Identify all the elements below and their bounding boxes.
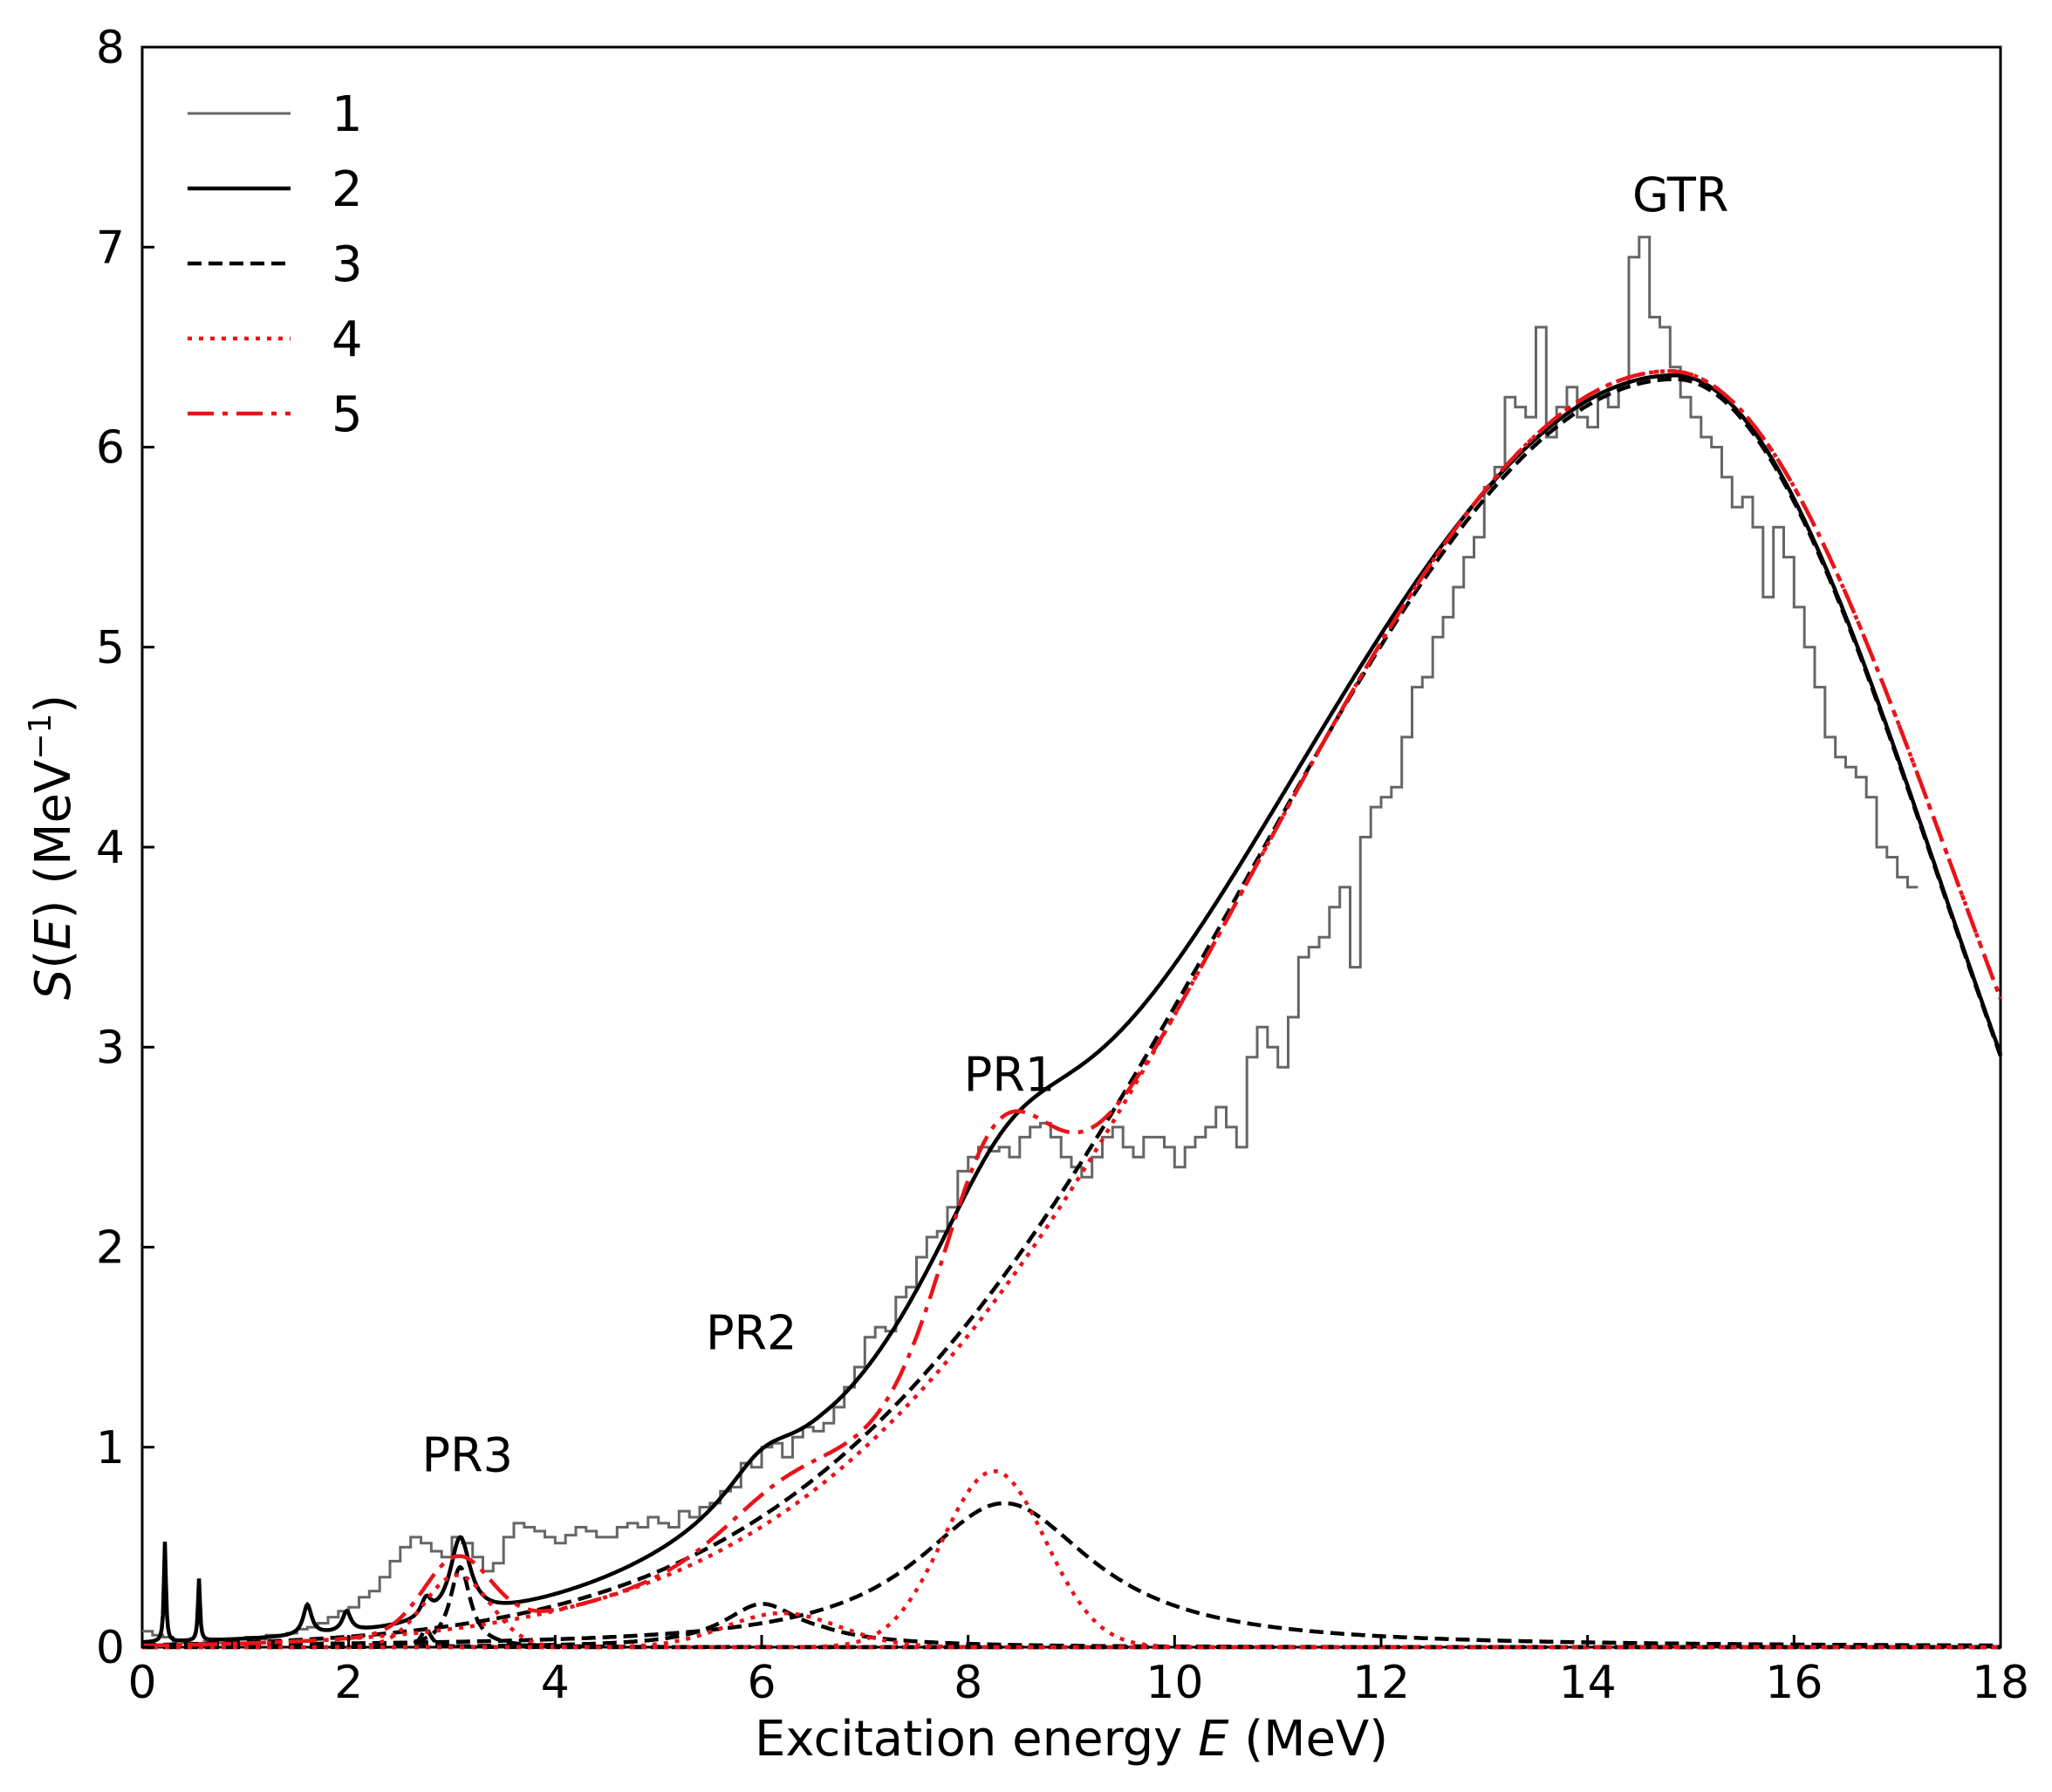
y-tick-label: 4 xyxy=(96,822,125,874)
y-axis: 0 1 2 3 4 5 6 7 8 xyxy=(96,22,154,1674)
x-tick-label: 4 xyxy=(541,1657,570,1709)
annotation-pr1: PR1 xyxy=(964,1048,1055,1103)
annotation-pr3: PR3 xyxy=(422,1427,513,1482)
y-axis-label-unit: ) (MeV xyxy=(25,760,82,920)
annotation-gtr: GTR xyxy=(1632,168,1728,222)
x-tick-label: 12 xyxy=(1352,1657,1410,1709)
series-4-component-3 xyxy=(142,1611,2001,1650)
legend-label-2: 2 xyxy=(332,161,363,218)
series-2-line xyxy=(141,373,2003,1645)
y-axis-label-sup: −1 xyxy=(23,714,58,760)
x-axis-label-var: E xyxy=(1198,1711,1229,1768)
x-tick-label: 6 xyxy=(747,1657,776,1709)
x-axis: 0 2 4 6 8 10 12 14 16 18 xyxy=(127,1635,2029,1709)
y-tick-label: 2 xyxy=(96,1222,125,1275)
y-tick-label: 7 xyxy=(96,222,125,274)
series-1-line xyxy=(142,236,1919,1645)
series-group xyxy=(141,236,2003,1650)
y-tick-label: 5 xyxy=(96,622,125,674)
x-tick-label: 10 xyxy=(1146,1657,1203,1709)
plot-area xyxy=(140,45,2003,1650)
annotation-pr2: PR2 xyxy=(706,1305,797,1360)
x-axis-label-suffix: (MeV) xyxy=(1228,1711,1388,1768)
series-5-line xyxy=(141,369,2003,1648)
annotations: GTR PR1 PR2 PR3 xyxy=(422,168,1729,1482)
y-axis-label-open: ( xyxy=(25,950,82,969)
y-tick-label: 1 xyxy=(96,1422,125,1474)
plot-frame xyxy=(140,45,2002,1649)
series-3-component-2 xyxy=(142,1501,2001,1648)
x-axis-label-prefix: Excitation energy xyxy=(755,1711,1198,1768)
series-4-component-1 xyxy=(141,369,2003,1648)
legend-label-1: 1 xyxy=(332,86,363,143)
y-axis-label: S(E) (MeV−1) xyxy=(23,694,82,1000)
series-4-component-2 xyxy=(142,1469,2001,1650)
x-tick-label: 0 xyxy=(127,1657,156,1709)
legend-label-4: 4 xyxy=(332,311,363,368)
series-3-component-1 xyxy=(142,377,2003,1647)
x-tick-label: 14 xyxy=(1559,1657,1617,1709)
y-axis-label-var: S xyxy=(25,969,82,1001)
x-tick-label: 2 xyxy=(334,1657,363,1709)
legend-label-5: 5 xyxy=(332,386,363,443)
y-axis-label-end: ) xyxy=(25,694,82,714)
y-tick-label: 8 xyxy=(96,22,125,74)
x-axis-label: Excitation energy E (MeV) xyxy=(755,1711,1388,1768)
y-axis-label-arg: E xyxy=(25,919,82,950)
y-tick-label: 0 xyxy=(96,1622,125,1674)
x-tick-label: 18 xyxy=(1972,1657,2029,1709)
y-tick-label: 6 xyxy=(96,422,125,475)
x-tick-label: 16 xyxy=(1765,1657,1823,1709)
legend-label-3: 3 xyxy=(332,236,363,293)
y-tick-label: 3 xyxy=(96,1022,125,1074)
legend: 1 2 3 4 5 xyxy=(188,86,363,443)
x-tick-label: 8 xyxy=(954,1657,982,1709)
